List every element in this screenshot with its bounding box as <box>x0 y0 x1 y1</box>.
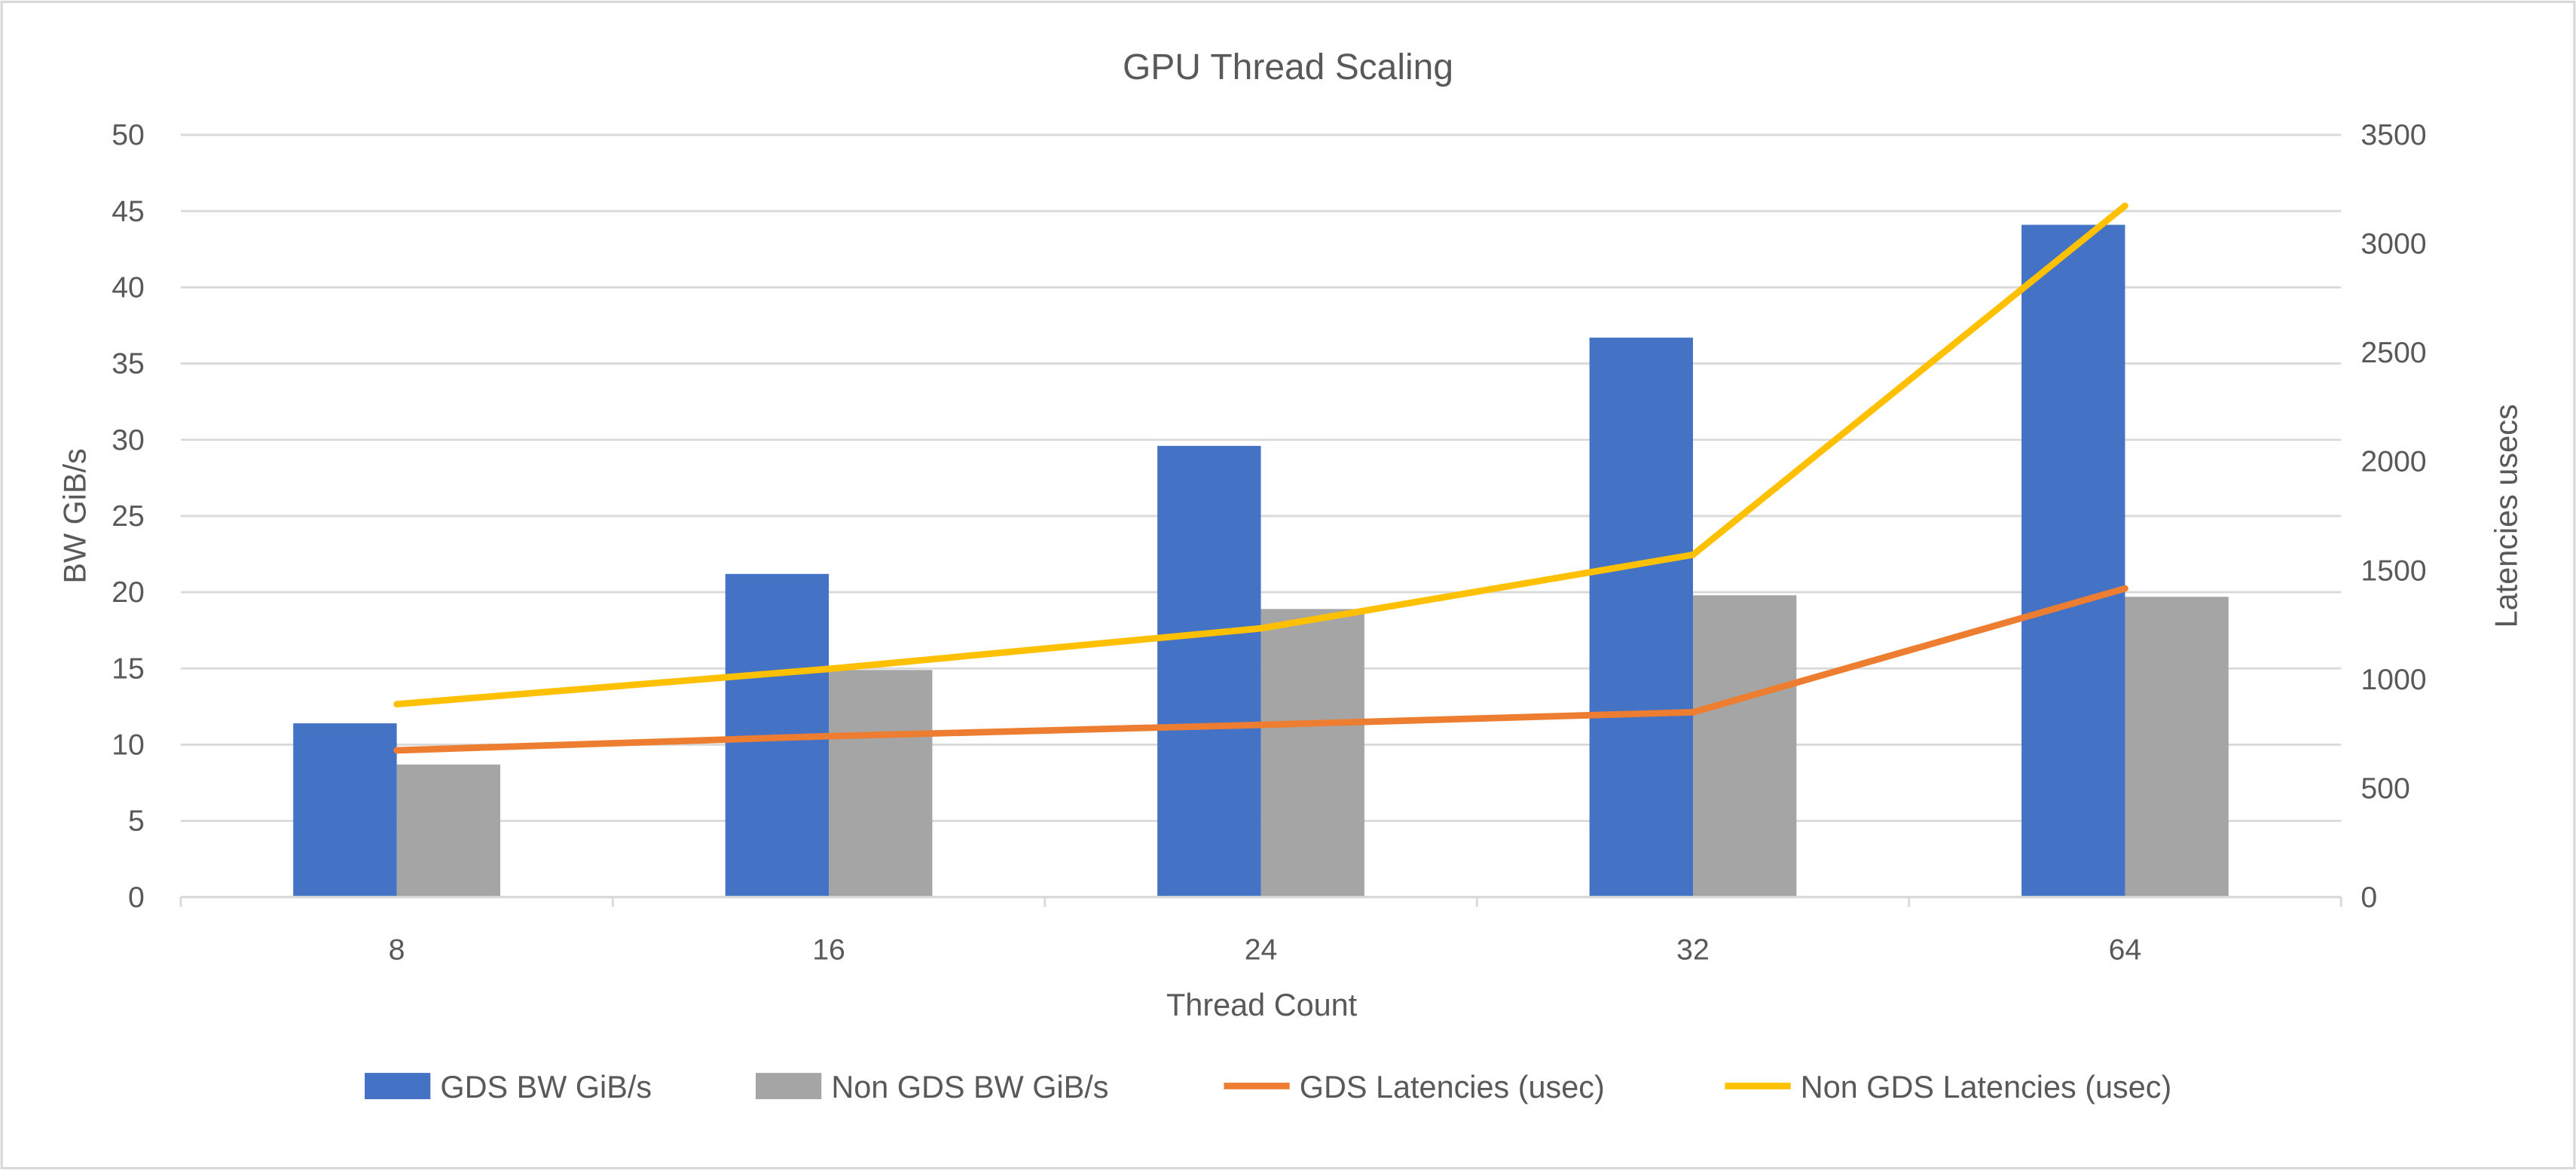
y-axis-title: BW GiB/s <box>57 448 92 583</box>
legend-swatch <box>365 1073 431 1099</box>
y2-tick-label: 1000 <box>2361 663 2426 696</box>
bar-gds-bw-gib-s <box>2021 225 2125 897</box>
line-non-gds-latencies-usec- <box>393 202 2128 708</box>
legend-label: GDS BW GiB/s <box>440 1070 652 1104</box>
y-tick-label: 40 <box>112 270 145 304</box>
x-tick-label: 8 <box>389 933 405 967</box>
bar-non-gds-bw-gib-s <box>1260 609 1364 897</box>
y-tick-label: 45 <box>112 194 145 228</box>
bar-gds-bw-gib-s <box>1589 338 1693 897</box>
y-tick-label: 30 <box>112 423 145 457</box>
bar-gds-bw-gib-s <box>1157 445 1261 897</box>
bar-non-gds-bw-gib-s <box>2125 597 2229 897</box>
legend-swatch <box>756 1073 822 1099</box>
y-tick-label: 0 <box>128 881 145 914</box>
chart-title: GPU Thread Scaling <box>1123 47 1453 87</box>
legend-label: Non GDS BW GiB/s <box>831 1070 1108 1104</box>
y-tick-label: 35 <box>112 347 145 380</box>
bars <box>293 225 2229 897</box>
y-tick-label: 15 <box>112 652 145 685</box>
legend-label: GDS Latencies (usec) <box>1300 1070 1605 1104</box>
bar-non-gds-bw-gib-s <box>396 764 500 897</box>
x-tick-label: 64 <box>2109 933 2142 967</box>
y-tick-label: 25 <box>112 499 145 533</box>
y-axis-left: 0 5 10 15 20 25 30 35 40 45 50 <box>112 118 145 914</box>
y2-tick-label: 500 <box>2361 771 2409 805</box>
bar-non-gds-bw-gib-s <box>829 670 933 897</box>
x-axis-title: Thread Count <box>1166 988 1358 1022</box>
y2-tick-label: 2000 <box>2361 445 2426 478</box>
x-tick-label: 32 <box>1676 933 1710 967</box>
y2-tick-label: 3500 <box>2361 118 2426 151</box>
y-tick-label: 5 <box>128 805 145 838</box>
x-tick-label: 24 <box>1245 933 1278 967</box>
bar-gds-bw-gib-s <box>293 723 397 897</box>
bar-non-gds-bw-gib-s <box>1692 595 1797 897</box>
y2-tick-label: 3000 <box>2361 228 2426 261</box>
legend: GDS BW GiB/s Non GDS BW GiB/s GDS Latencie… <box>365 1070 2171 1104</box>
x-tick-label: 16 <box>812 933 845 967</box>
line-gds-latencies-usec- <box>393 585 2128 754</box>
y-tick-label: 20 <box>112 576 145 609</box>
y-axis-right: 0 500 1000 1500 2000 2500 3000 3500 <box>2361 118 2426 914</box>
legend-label: Non GDS Latencies (usec) <box>1801 1070 2172 1104</box>
y2-axis-title: Latencies usecs <box>2489 404 2524 628</box>
y-tick-label: 10 <box>112 729 145 762</box>
y2-tick-label: 1500 <box>2361 554 2426 587</box>
y-tick-label: 50 <box>112 118 145 151</box>
x-axis: 8 16 24 32 64 <box>179 896 2342 967</box>
y2-tick-label: 0 <box>2361 881 2377 914</box>
y2-tick-label: 2500 <box>2361 336 2426 369</box>
lines <box>393 202 2128 754</box>
